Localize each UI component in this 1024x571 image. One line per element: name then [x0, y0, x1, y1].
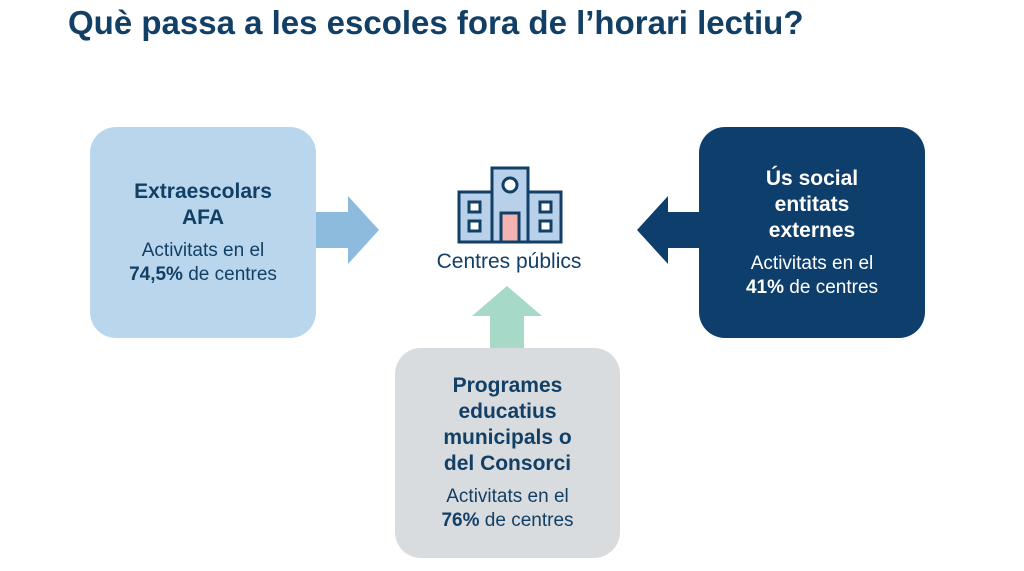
box-heading: Programes educatius municipals o del Consor…	[443, 374, 572, 475]
extraescolars-afa-box: Extraescolars AFA Activitats en el 74,5% d…	[90, 127, 316, 338]
arrow-left-icon	[637, 196, 700, 264]
box-stat: Activitats en el 41% de centres	[745, 252, 879, 298]
page-title: Què passa a les escoles fora de l’horari…	[68, 4, 804, 41]
box-stat: Activitats en el 76% de centres	[441, 486, 574, 531]
arrow-up-icon	[472, 286, 542, 348]
arrow-right-icon	[316, 196, 379, 264]
box-stat: Activitats en el 74,5% de centres	[129, 239, 277, 285]
us-social-box: Ús social entitats externes Activitats en …	[699, 127, 925, 338]
box-heading: Extraescolars AFA	[134, 179, 272, 229]
programes-educatius-box: Programes educatius municipals o del Consor…	[395, 348, 620, 558]
box-heading: Ús social entitats externes	[765, 166, 859, 242]
school-building-icon	[457, 166, 563, 244]
centres-publics-label: Centres públics	[436, 250, 582, 273]
